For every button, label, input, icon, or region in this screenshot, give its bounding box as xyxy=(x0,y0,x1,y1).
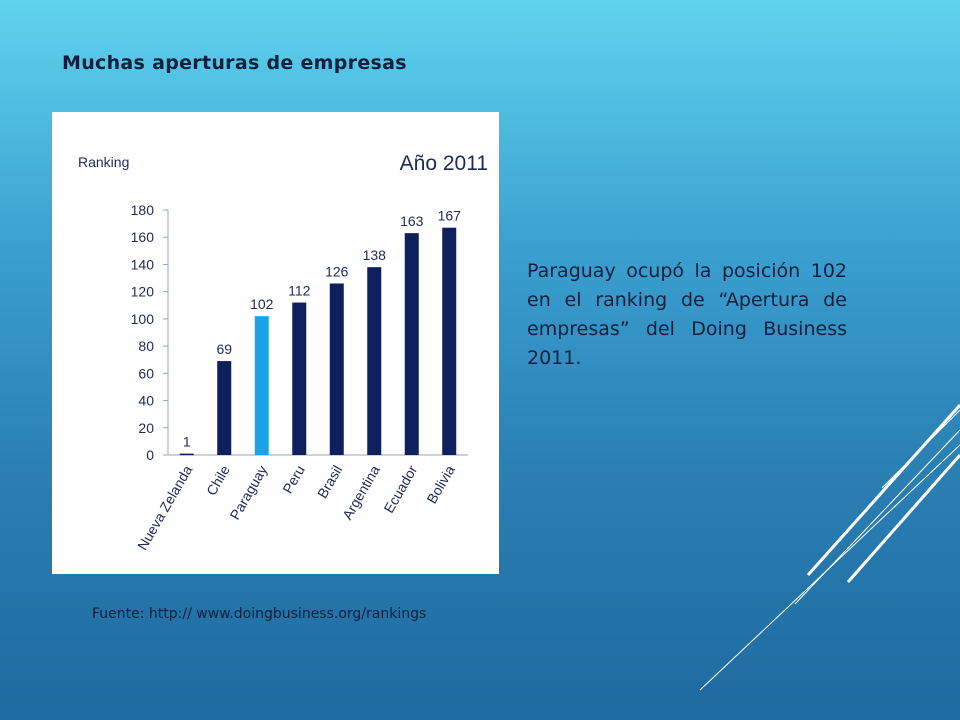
description-text: Paraguay ocupó la posición 102 en el ran… xyxy=(527,260,847,369)
chart-title: Año 2011 xyxy=(400,152,488,175)
data-label: 163 xyxy=(400,213,424,229)
source-note: Fuente: http:// www.doingbusiness.org/ra… xyxy=(92,606,427,622)
data-label: 126 xyxy=(325,264,349,280)
y-tick-label: 80 xyxy=(138,338,154,354)
deco-line xyxy=(806,404,960,576)
y-tick-label: 60 xyxy=(138,365,154,381)
bar xyxy=(179,453,194,456)
y-tick-label: 0 xyxy=(146,447,154,463)
deco-line xyxy=(699,444,960,691)
bar xyxy=(442,227,457,455)
y-tick-label: 40 xyxy=(138,393,154,409)
bar xyxy=(329,283,344,455)
deco-line xyxy=(881,409,960,489)
y-tick-label: 140 xyxy=(131,256,155,272)
data-label: 1 xyxy=(183,434,191,450)
bar xyxy=(254,316,269,455)
y-axis-label: Ranking xyxy=(78,154,129,170)
bar xyxy=(292,302,307,455)
y-tick-label: 20 xyxy=(138,420,154,436)
deco-line xyxy=(794,429,960,605)
bar xyxy=(404,233,419,455)
data-label: 102 xyxy=(250,296,274,312)
bar xyxy=(367,267,382,455)
deco-line xyxy=(846,454,960,583)
data-label: 112 xyxy=(288,283,311,299)
y-tick-label: 180 xyxy=(131,202,155,218)
bar-chart: Ranking Año 2011 0 20 40 60 80 100 120 140 160 18… xyxy=(78,152,488,553)
y-tick-label: 100 xyxy=(131,311,155,327)
bar xyxy=(217,361,232,455)
data-label: 167 xyxy=(438,208,462,224)
y-tick-label: 160 xyxy=(131,229,155,245)
chart-panel: Ranking Año 2011 0 20 40 60 80 100 120 140 160 18… xyxy=(52,112,499,574)
data-label: 69 xyxy=(216,341,232,357)
slide-title: Muchas aperturas de empresas xyxy=(62,52,407,74)
data-label: 138 xyxy=(363,247,387,263)
y-tick-label: 120 xyxy=(131,284,155,300)
